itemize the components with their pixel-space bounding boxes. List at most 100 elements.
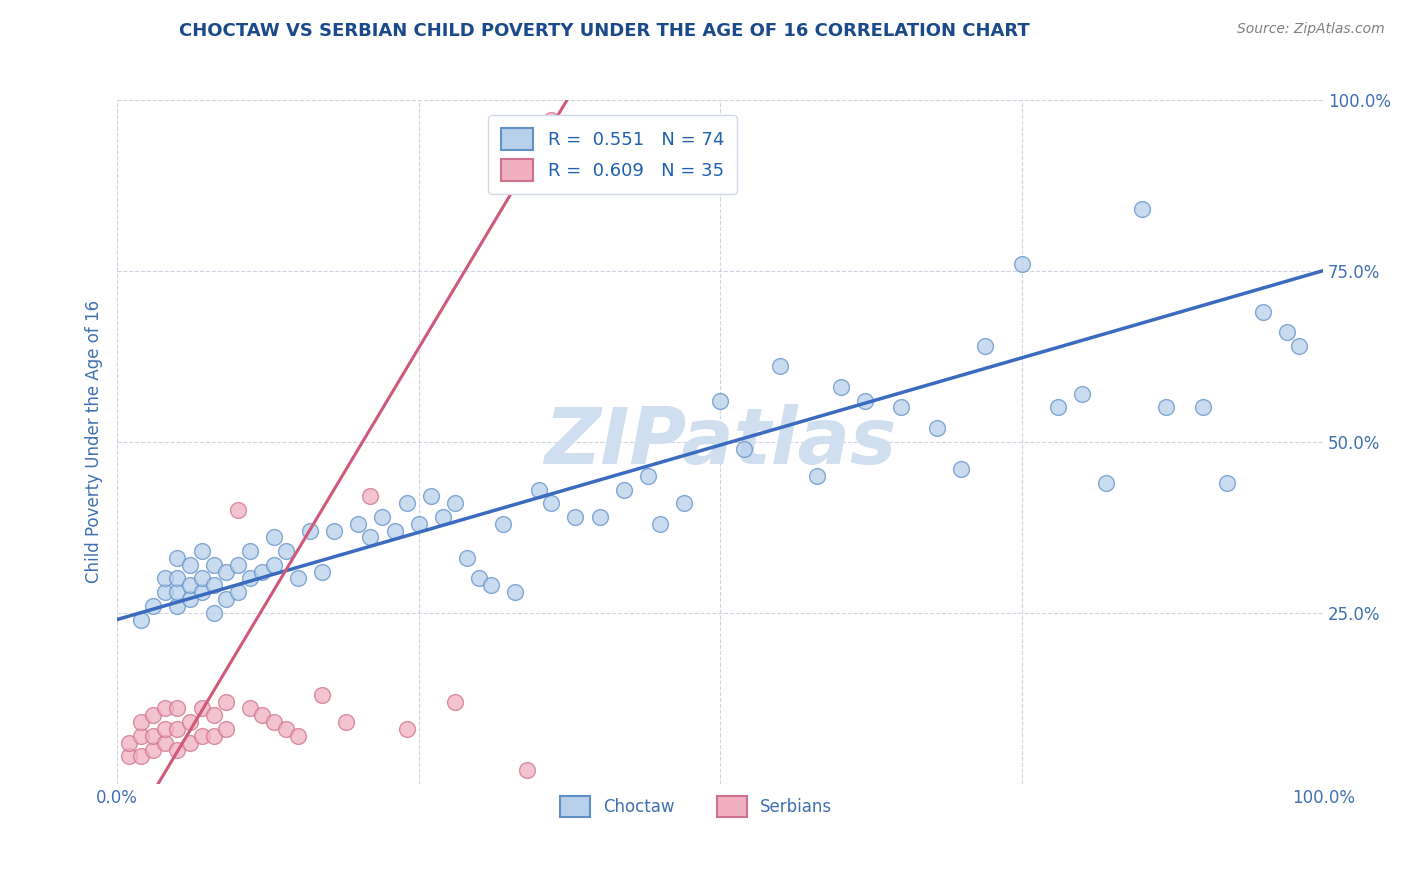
Text: ZIPatlas: ZIPatlas [544,404,896,480]
Point [709,393,731,408]
Point [190,544,212,558]
Point [444,695,467,709]
Point [637,468,659,483]
Point [492,516,515,531]
Point [166,572,188,586]
Point [263,531,285,545]
Point [384,524,406,538]
Point [226,558,249,572]
Point [1251,304,1274,318]
Text: Source: ZipAtlas.com: Source: ZipAtlas.com [1237,22,1385,37]
Text: CHOCTAW VS SERBIAN CHILD POVERTY UNDER THE AGE OF 16 CORRELATION CHART: CHOCTAW VS SERBIAN CHILD POVERTY UNDER T… [179,22,1031,40]
Point [853,393,876,408]
Point [648,516,671,531]
Point [1071,386,1094,401]
Point [806,468,828,483]
Point [179,715,201,730]
Point [323,524,346,538]
Point [118,736,141,750]
Point [588,510,610,524]
Point [131,729,153,743]
Point [166,701,188,715]
Point [215,722,238,736]
Point [1275,325,1298,339]
Point [672,496,695,510]
Point [830,380,852,394]
Legend: Choctaw, Serbians: Choctaw, Serbians [554,789,839,823]
Point [769,359,792,374]
Point [190,701,212,715]
Point [1288,339,1310,353]
Point [335,715,357,730]
Point [142,708,165,723]
Point [311,688,333,702]
Point [215,695,238,709]
Point [274,544,297,558]
Point [479,578,502,592]
Point [529,483,551,497]
Point [613,483,636,497]
Point [166,585,188,599]
Point [179,592,201,607]
Point [202,729,225,743]
Point [190,729,212,743]
Point [1156,401,1178,415]
Y-axis label: Child Poverty Under the Age of 16: Child Poverty Under the Age of 16 [86,300,103,583]
Point [1191,401,1213,415]
Point [408,516,430,531]
Point [142,599,165,613]
Point [131,749,153,764]
Point [287,572,309,586]
Point [974,339,997,353]
Point [166,742,188,756]
Point [239,572,262,586]
Point [202,578,225,592]
Point [166,551,188,566]
Point [142,742,165,756]
Point [155,585,177,599]
Point [516,763,538,777]
Point [166,722,188,736]
Point [179,736,201,750]
Point [202,606,225,620]
Point [1046,401,1069,415]
Point [564,510,586,524]
Point [131,613,153,627]
Point [131,715,153,730]
Point [226,503,249,517]
Point [371,510,394,524]
Point [263,715,285,730]
Point [155,722,177,736]
Point [1095,475,1118,490]
Point [419,490,441,504]
Point [347,516,370,531]
Point [155,572,177,586]
Point [540,113,562,128]
Point [456,551,478,566]
Point [239,701,262,715]
Point [190,572,212,586]
Point [226,585,249,599]
Point [359,490,381,504]
Point [118,749,141,764]
Point [263,558,285,572]
Point [1215,475,1237,490]
Point [215,565,238,579]
Point [202,558,225,572]
Point [299,524,322,538]
Point [503,585,526,599]
Point [239,544,262,558]
Point [540,496,562,510]
Point [155,701,177,715]
Point [166,599,188,613]
Point [155,736,177,750]
Point [142,729,165,743]
Point [395,722,418,736]
Point [287,729,309,743]
Point [311,565,333,579]
Point [733,442,755,456]
Point [432,510,454,524]
Point [1130,202,1153,216]
Point [179,578,201,592]
Point [274,722,297,736]
